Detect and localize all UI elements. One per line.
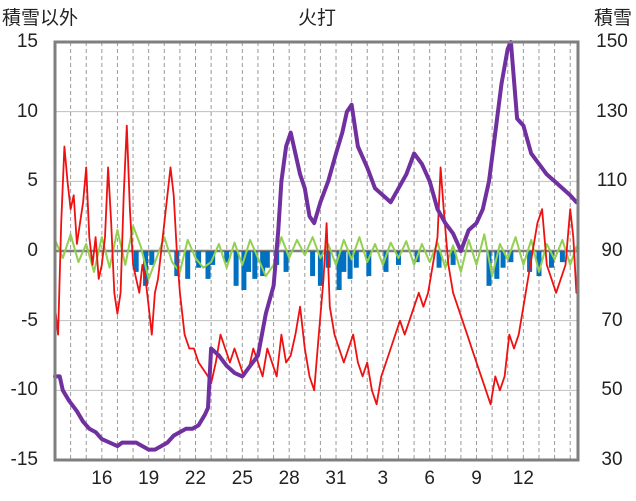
precipitation-bar (317, 251, 323, 286)
precipitation-bar (224, 251, 230, 263)
precipitation-bar (494, 251, 500, 279)
x-tick: 22 (184, 468, 207, 489)
precipitation-bar (383, 251, 389, 272)
snow-depth-line (53, 40, 579, 452)
precipitation-bar (241, 251, 247, 291)
y-tick-right: 30 (601, 449, 623, 470)
y-tick-right: 90 (601, 240, 623, 261)
y-axis-title-right: 積雪 (594, 8, 633, 29)
precipitation-bar (264, 251, 270, 268)
x-tick: 6 (424, 468, 435, 489)
chart-title: 火打 (298, 8, 337, 29)
precipitation-bar (341, 251, 347, 272)
x-tick: 16 (91, 468, 113, 489)
x-tick: 9 (471, 468, 482, 489)
x-tick: 19 (138, 468, 160, 489)
y-tick-left: 5 (27, 170, 38, 192)
x-tick: 3 (377, 468, 389, 489)
x-tick: 31 (325, 468, 347, 489)
y-tick-left: 10 (16, 100, 38, 122)
precipitation-bar (366, 251, 372, 277)
precipitation-bar (436, 251, 442, 268)
precipitation-bar (500, 251, 506, 268)
y-tick-right: 110 (596, 170, 628, 192)
y-axis-title-left: 積雪以外 (2, 8, 79, 29)
precipitation-bar (246, 251, 252, 272)
precipitation-bar (252, 251, 258, 279)
precipitation-bar (260, 251, 266, 277)
precipitation-bar (336, 251, 342, 291)
y-tick-right: 130 (596, 100, 628, 122)
y-tick-left: -10 (10, 379, 38, 401)
y-tick-left: 15 (16, 31, 38, 52)
precipitation-bar (310, 251, 316, 277)
x-tick: 12 (512, 468, 534, 489)
y-tick-right: 50 (601, 379, 623, 401)
precipitation-bar (548, 251, 554, 268)
precipitation-bar (149, 251, 155, 265)
y-tick-left: 0 (27, 240, 38, 261)
y-tick-left: -5 (21, 309, 38, 331)
precipitation-bar (536, 251, 542, 277)
precipitation-bar (347, 251, 353, 279)
y-tick-right: 150 (596, 31, 628, 52)
y-tick-right: 70 (601, 309, 623, 331)
precipitation-bar (133, 251, 139, 272)
precipitation-bar (283, 251, 289, 272)
temperature-line (54, 124, 578, 406)
series-group (53, 40, 579, 452)
x-tick: 25 (231, 468, 253, 489)
precipitation-bar (185, 251, 191, 279)
wind-line (54, 224, 578, 280)
x-tick: 28 (278, 468, 300, 489)
precipitation-bar (196, 251, 202, 268)
precipitation-bar (486, 251, 492, 286)
precipitation-bar (559, 251, 565, 263)
precipitation-bar (508, 251, 514, 263)
precipitation-bar (353, 251, 359, 268)
y-tick-left: -15 (10, 449, 38, 470)
plot-area-frame (53, 40, 580, 462)
precipitation-bar (174, 251, 180, 277)
precipitation-bar (233, 251, 239, 286)
precipitation-bar (527, 251, 533, 272)
precipitation-bar (450, 251, 456, 265)
